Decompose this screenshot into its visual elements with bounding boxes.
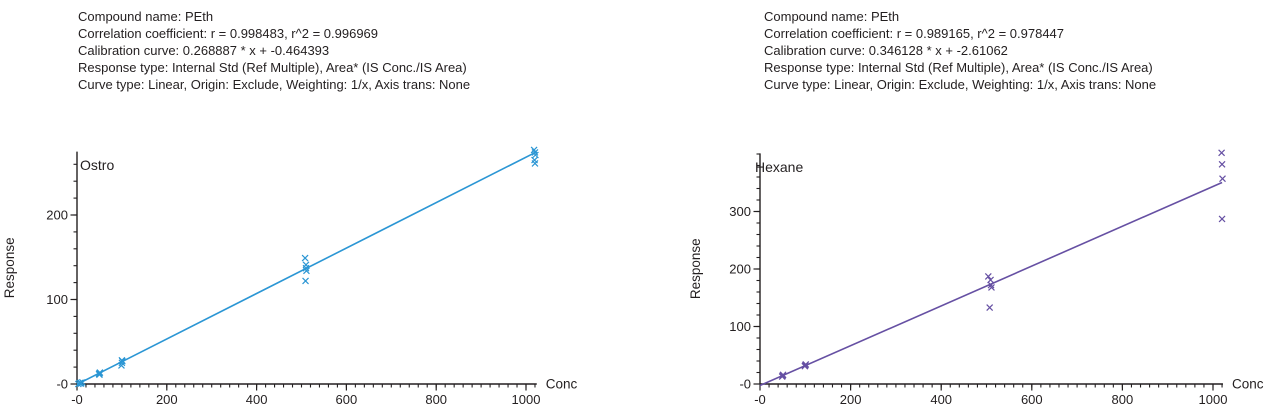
calibration-curve-line: Calibration curve: 0.346128 * x + -2.610… xyxy=(764,43,1008,58)
fit-line xyxy=(759,181,1223,387)
data-point-marker xyxy=(1218,149,1226,157)
data-point-marker xyxy=(1218,160,1226,168)
x-axis-title: Conc xyxy=(546,377,578,392)
data-point-marker xyxy=(302,277,309,285)
data-point-marker xyxy=(96,371,103,379)
curve-type-line: Curve type: Linear, Origin: Exclude, Wei… xyxy=(78,77,471,92)
y-tick-label: 100 xyxy=(729,319,751,334)
x-tick-label: 600 xyxy=(1021,392,1043,407)
y-tick-label: 200 xyxy=(46,208,68,223)
data-point-marker xyxy=(986,304,994,311)
data-point-marker xyxy=(302,264,310,272)
data-point-marker xyxy=(118,356,126,364)
x-tick-label: 600 xyxy=(336,392,358,407)
data-point-marker xyxy=(1218,215,1226,223)
correlation-coefficient-line: Correlation coefficient: r = 0.998483, r… xyxy=(78,26,379,41)
data-point-marker xyxy=(984,273,992,280)
correlation-coefficient-line: Correlation coefficient: r = 0.989165, r… xyxy=(764,26,1065,41)
data-point-marker xyxy=(301,254,309,262)
calibration-curve-line: Calibration curve: 0.268887 * x + -0.464… xyxy=(78,43,330,58)
y-tick-label: -0 xyxy=(56,377,68,392)
data-point-marker xyxy=(801,361,809,369)
x-tick-label: 1000 xyxy=(512,392,541,407)
data-point-marker xyxy=(303,267,310,275)
curve-info-header-ostro: Compound name: PEth Correlation coeffici… xyxy=(78,8,470,93)
data-point-marker xyxy=(779,372,787,380)
compound-name-line: Compound name: PEth xyxy=(78,9,214,24)
response-type-line: Response type: Internal Std (Ref Multipl… xyxy=(78,60,467,75)
x-tick-label: -0 xyxy=(71,392,83,407)
curve-type-line: Curve type: Linear, Origin: Exclude, Wei… xyxy=(764,77,1157,92)
y-tick-label: 200 xyxy=(729,262,751,277)
plot-title: Ostro xyxy=(80,157,114,173)
x-tick-label: 200 xyxy=(156,392,178,407)
y-tick-label: 100 xyxy=(46,292,68,307)
data-point-marker xyxy=(531,149,539,156)
data-point-marker xyxy=(531,160,539,167)
x-tick-label: 400 xyxy=(930,392,952,407)
data-point-marker xyxy=(77,379,85,387)
plot-title: Hexane xyxy=(755,159,803,175)
data-point-marker xyxy=(987,281,995,289)
curve-info-header-hexane: Compound name: PEth Correlation coeffici… xyxy=(764,8,1156,93)
y-tick-label: 300 xyxy=(729,204,751,219)
calibration-plot-hexane: -0 200 400 600 800 1000 -0 100 200 300 Conc Respons… xyxy=(688,149,1264,407)
data-point-marker xyxy=(118,359,126,367)
compound-name-line: Compound name: PEth xyxy=(764,9,900,24)
x-tick-label: 800 xyxy=(425,392,447,407)
data-point-marker xyxy=(78,378,86,386)
x-tick-label: 200 xyxy=(840,392,862,407)
x-tick-label: 800 xyxy=(1112,392,1134,407)
x-tick-label: 400 xyxy=(246,392,268,407)
data-point-marker xyxy=(1219,175,1226,183)
x-tick-label: -0 xyxy=(754,392,766,407)
y-tick-label: -0 xyxy=(739,377,751,392)
calibration-plot-ostro: -0 200 400 600 800 1000 -0 100 200 Conc Response Os… xyxy=(2,146,578,407)
y-axis-title: Response xyxy=(688,238,703,299)
x-axis-title: Conc xyxy=(1232,377,1264,392)
data-point-marker xyxy=(96,369,104,377)
y-axis-title: Response xyxy=(2,237,17,298)
response-type-line: Response type: Internal Std (Ref Multipl… xyxy=(764,60,1153,75)
x-tick-label: 1000 xyxy=(1199,392,1228,407)
data-point-marker xyxy=(988,283,995,291)
